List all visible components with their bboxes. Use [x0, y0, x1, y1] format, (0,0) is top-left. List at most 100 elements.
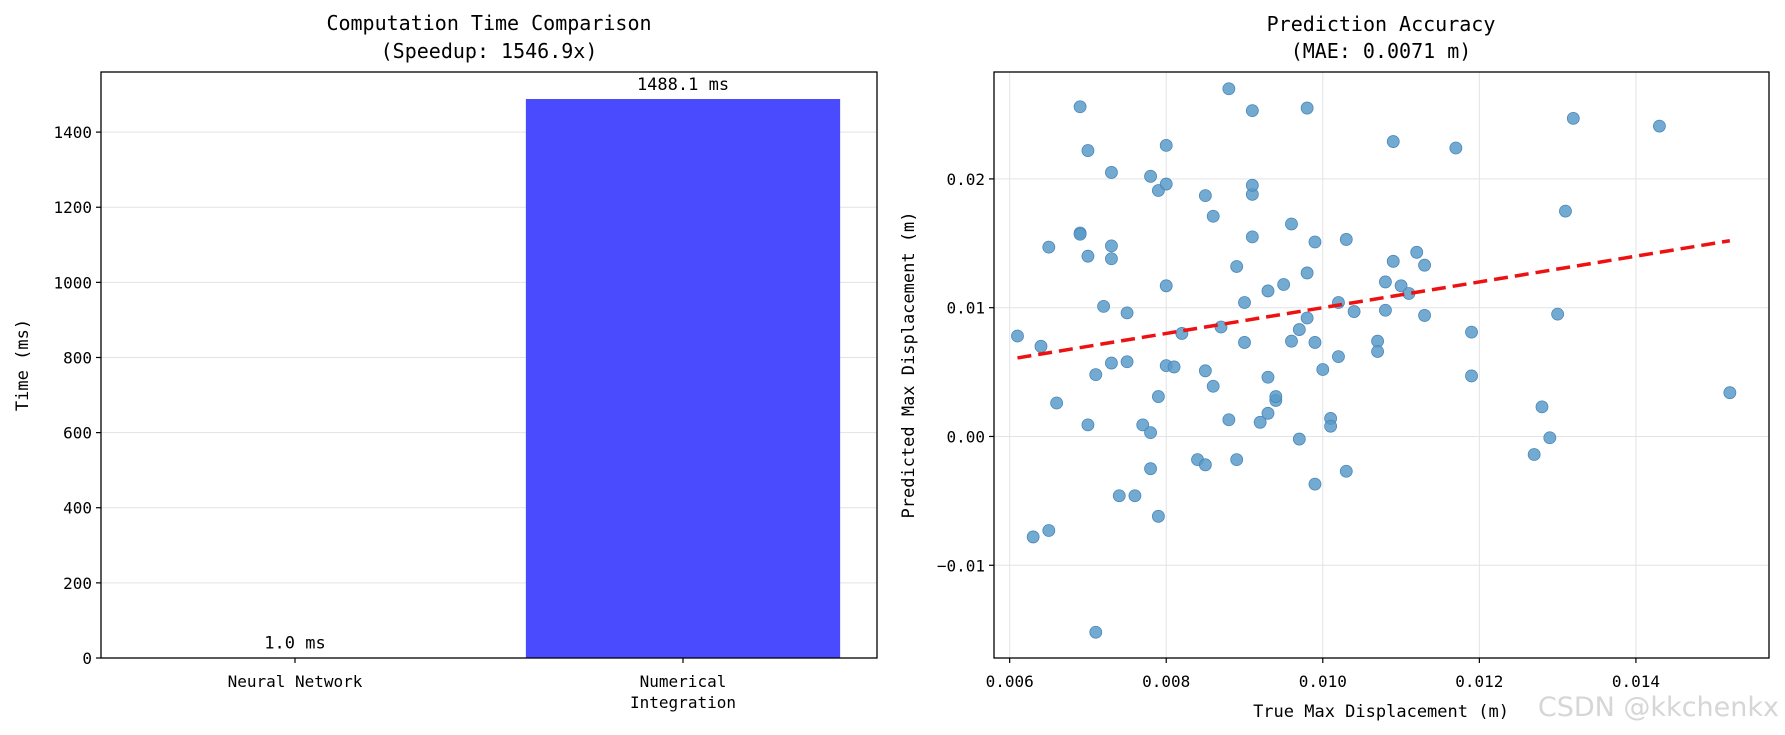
- bar-chart-y-tick-label: 1400: [53, 123, 92, 142]
- scatter-point: [1128, 489, 1142, 503]
- scatter-chart-y-tick-label: 0.01: [946, 299, 985, 318]
- scatter-point: [1300, 101, 1314, 115]
- scatter-point: [1136, 418, 1150, 432]
- scatter-point: [1238, 336, 1251, 349]
- scatter-chart-x-ticks: 0.006 0.008 0.010 0.012 0.014: [986, 658, 1660, 691]
- scatter-point: [1339, 464, 1353, 478]
- scatter-point: [1527, 448, 1541, 461]
- scatter-point: [1418, 309, 1431, 322]
- scatter-point: [1316, 363, 1330, 376]
- bar-chart-y-tick-label: 400: [63, 499, 92, 518]
- scatter-point: [1418, 258, 1431, 272]
- scatter-point: [1465, 369, 1478, 383]
- scatter-point: [1105, 252, 1118, 266]
- scatter-point: [1535, 400, 1549, 414]
- scatter-point: [1034, 339, 1048, 353]
- scatter-chart-y-axis-label: Predicted Max Displacement (m): [899, 211, 919, 518]
- scatter-point: [1073, 100, 1087, 114]
- scatter-point: [1097, 299, 1110, 313]
- scatter-point: [1112, 489, 1126, 503]
- scatter-chart-y-tick-label: 0.02: [946, 170, 985, 189]
- scatter-point: [1347, 305, 1361, 318]
- scatter-point: [1089, 368, 1103, 382]
- scatter-point: [1245, 104, 1259, 118]
- scatter-point: [1551, 307, 1565, 321]
- scatter-point: [1042, 240, 1056, 254]
- scatter-chart-y-tick-label: −0.01: [937, 556, 985, 575]
- scatter-point: [1159, 139, 1173, 152]
- bar: [525, 99, 841, 658]
- scatter-chart-subtitle: (MAE: 0.0071 m): [1291, 39, 1472, 63]
- bar-chart-data-labels: 1.0 ms 1488.1 ms: [264, 75, 729, 654]
- bar-chart-y-tick-label: 200: [63, 574, 92, 593]
- scatter-point: [1230, 453, 1244, 467]
- scatter-point: [1144, 426, 1157, 440]
- scatter-point: [1261, 284, 1275, 298]
- scatter-point: [1167, 360, 1181, 374]
- scatter-point: [1261, 370, 1275, 384]
- scatter-point: [1300, 311, 1314, 325]
- bar-chart-y-tick-label: 800: [63, 348, 92, 367]
- scatter-point: [1253, 415, 1267, 429]
- scatter-chart-x-tick-label: 0.006: [986, 672, 1034, 691]
- bar-chart-x-tick-label: Numerical: [640, 672, 727, 691]
- scatter-point: [1120, 355, 1134, 369]
- scatter-point: [1120, 306, 1134, 320]
- scatter-point: [1261, 406, 1275, 420]
- scatter-point: [1332, 350, 1345, 364]
- scatter-point: [1198, 364, 1212, 378]
- scatter-point: [1285, 217, 1298, 231]
- scatter-point: [1151, 509, 1165, 523]
- bar-chart-subtitle: (Speedup: 1546.9x): [381, 39, 598, 63]
- bar-chart-gridlines: [101, 131, 877, 584]
- scatter-point: [1159, 177, 1173, 191]
- bar-chart-y-axis-label: Time (ms): [13, 319, 33, 411]
- scatter-point: [1089, 625, 1103, 639]
- scatter-point: [1105, 239, 1118, 253]
- scatter-point: [1308, 477, 1322, 491]
- scatter-chart-points: [1011, 82, 1737, 639]
- scatter-chart-plot-frame: [993, 71, 1770, 659]
- bar-chart-title: Computation Time Comparison: [326, 11, 651, 35]
- scatter-point: [1559, 204, 1572, 218]
- scatter-trend-line: [1017, 238, 1731, 360]
- scatter-point: [1206, 379, 1220, 393]
- scatter-point: [1723, 386, 1737, 400]
- scatter-point: [1081, 418, 1095, 432]
- scatter-point: [1379, 303, 1392, 317]
- scatter-chart-y-ticks: −0.01 0.00 0.01 0.02: [937, 170, 994, 575]
- scatter-point: [1222, 413, 1236, 427]
- scatter-chart-panel: Prediction Accuracy (MAE: 0.0071 m) −0.0…: [899, 12, 1770, 722]
- scatter-point: [1410, 245, 1424, 259]
- scatter-point: [1449, 141, 1463, 155]
- bar-chart-bars: [137, 99, 841, 659]
- scatter-point: [1386, 135, 1400, 148]
- scatter-point: [1339, 233, 1353, 246]
- scatter-chart-x-tick-label: 0.012: [1455, 672, 1503, 691]
- scatter-point: [1159, 279, 1173, 293]
- bar-chart-y-tick-label: 600: [63, 424, 92, 443]
- scatter-chart-x-axis-label: True Max Displacement (m): [1253, 702, 1509, 722]
- scatter-point: [1081, 249, 1095, 263]
- scatter-point: [1198, 189, 1212, 203]
- bar-chart-y-tick-label: 1200: [53, 198, 92, 217]
- scatter-point: [1324, 419, 1338, 433]
- bar-chart-x-tick-label: Neural Network: [228, 672, 363, 691]
- scatter-point: [1073, 227, 1087, 241]
- scatter-point: [1300, 266, 1314, 280]
- scatter-point: [1042, 524, 1056, 537]
- scatter-chart-x-tick-label: 0.010: [1299, 672, 1347, 691]
- scatter-point: [1543, 431, 1557, 445]
- scatter-point: [1292, 323, 1306, 336]
- scatter-point: [1653, 119, 1666, 133]
- scatter-chart-x-tick-label: 0.014: [1612, 672, 1660, 691]
- scatter-point: [1386, 254, 1400, 268]
- scatter-point: [1230, 260, 1244, 273]
- scatter-point: [1308, 235, 1322, 249]
- scatter-point: [1379, 275, 1392, 289]
- bar-chart-x-tick-label: Integration: [630, 693, 736, 712]
- scatter-point: [1144, 169, 1157, 183]
- scatter-point: [1105, 166, 1118, 179]
- scatter-point: [1308, 336, 1322, 349]
